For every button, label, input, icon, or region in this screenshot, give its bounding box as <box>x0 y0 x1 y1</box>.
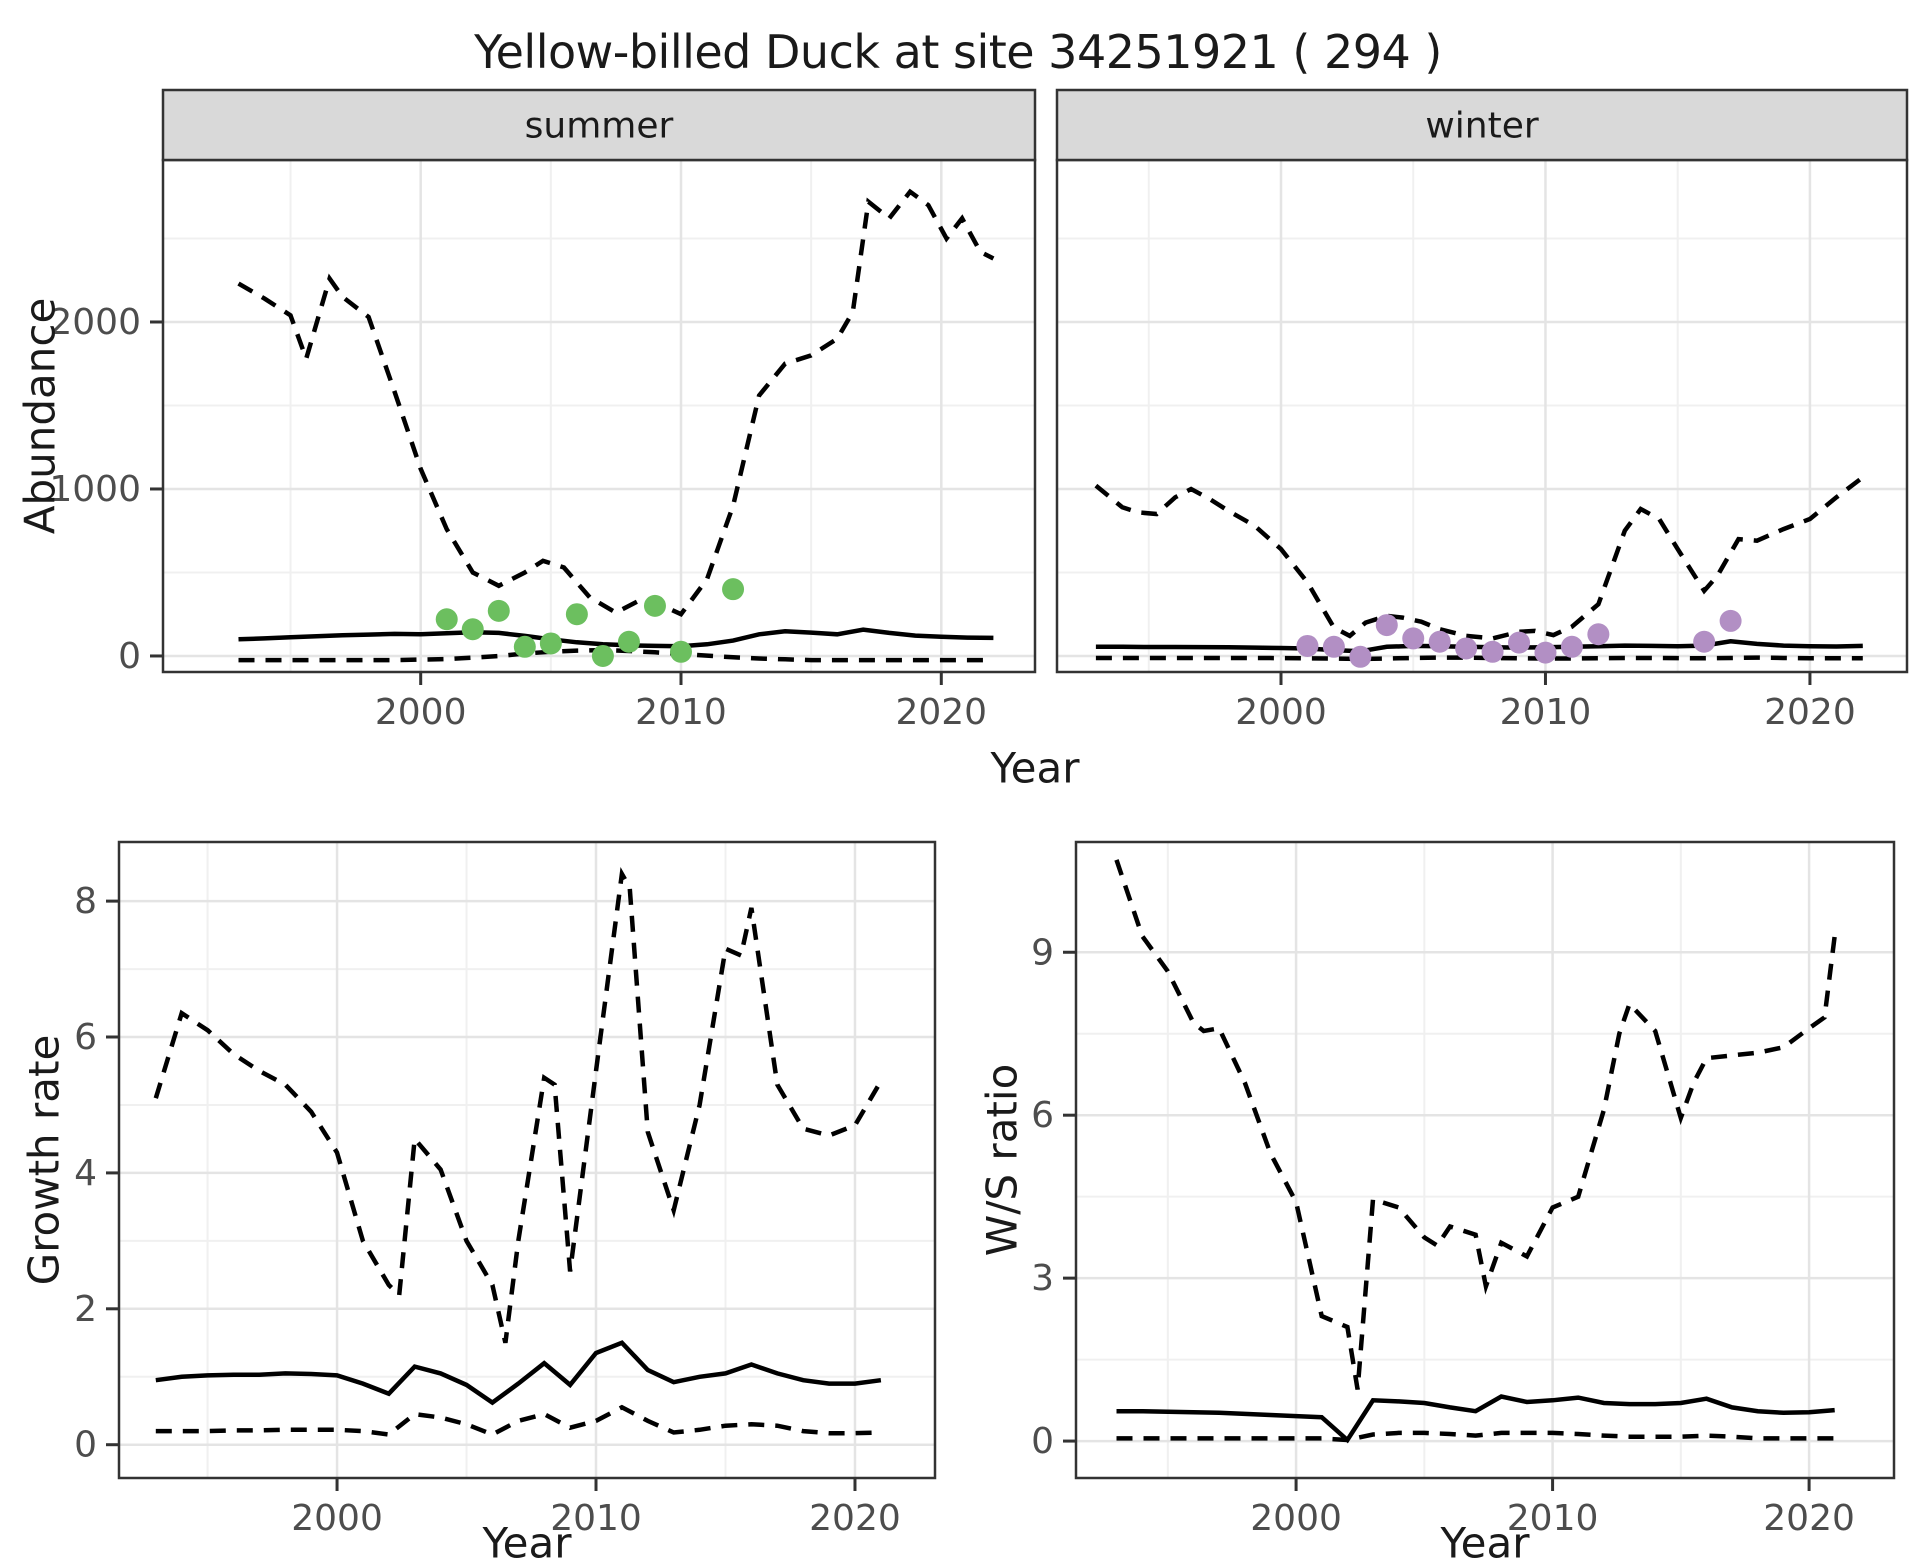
series-lower-ci <box>1116 1430 1835 1443</box>
data-point-observed-summer <box>513 635 536 658</box>
data-point-observed-summer <box>539 632 562 655</box>
panel-border <box>117 840 937 1480</box>
data-point-observed-winter <box>1322 635 1345 658</box>
series-lower-ci <box>1095 655 1863 662</box>
y-axis-tick-label: 3 <box>1031 1258 1054 1299</box>
y-axis-title-ws-ratio: W/S ratio <box>977 1063 1027 1257</box>
x-axis-tick-label: 2010 <box>1507 1498 1599 1539</box>
series-median <box>1116 1394 1835 1444</box>
series-lower-ci <box>155 1404 881 1437</box>
data-point-observed-summer <box>461 618 484 641</box>
data-point-observed-summer <box>643 594 666 617</box>
data-point-observed-winter <box>1455 637 1478 660</box>
y-axis-tick-label: 6 <box>74 1017 97 1058</box>
data-point-observed-winter <box>1719 609 1742 632</box>
data-point-observed-winter <box>1534 641 1557 664</box>
panel-background <box>163 160 1035 672</box>
series-median <box>238 627 994 649</box>
data-point-observed-summer <box>565 603 588 626</box>
series-lower-ci <box>238 647 994 663</box>
data-point-observed-winter <box>1349 645 1372 668</box>
x-axis-tick-label: 2020 <box>1764 692 1856 733</box>
data-point-observed-summer <box>669 640 692 663</box>
y-axis-tick-label: 0 <box>74 1425 97 1466</box>
data-point-observed-winter <box>1296 634 1319 657</box>
data-point-observed-winter <box>1402 627 1425 650</box>
series-upper-ci <box>1114 859 1837 1390</box>
x-axis-title-year-top: Year <box>990 743 1080 793</box>
y-axis-tick-label: 1000 <box>49 469 141 510</box>
y-axis-tick-label: 4 <box>74 1153 97 1194</box>
x-axis-tick-label: 2010 <box>635 692 727 733</box>
x-axis-tick-label: 2010 <box>550 1498 642 1539</box>
data-point-observed-summer <box>487 599 510 622</box>
y-axis-tick-label: 8 <box>74 881 97 922</box>
y-axis-title-growth-rate: Growth rate <box>19 1034 69 1286</box>
x-axis-tick-label: 2000 <box>375 692 467 733</box>
data-point-observed-summer <box>435 608 458 631</box>
panel-background <box>1076 842 1894 1478</box>
panel-background <box>119 842 935 1478</box>
y-axis-tick-label: 0 <box>118 636 141 677</box>
series-median <box>155 1340 882 1406</box>
data-point-observed-winter <box>1693 630 1716 653</box>
data-point-observed-winter <box>1481 640 1504 663</box>
facet-strip <box>161 88 1037 162</box>
x-axis-title-year-bottom-left: Year <box>482 1518 572 1560</box>
x-axis-tick-label: 2000 <box>1235 692 1327 733</box>
y-axis-title-abundance: Abundance <box>15 297 65 535</box>
x-axis-title-year-bottom-right: Year <box>1440 1518 1530 1560</box>
chart-title: Yellow-billed Duck at site 34251921 ( 29… <box>474 25 1442 79</box>
x-axis-tick-label: 2020 <box>895 692 987 733</box>
series-upper-ci <box>153 867 883 1344</box>
x-axis-tick-label: 2020 <box>809 1498 901 1539</box>
data-point-observed-winter <box>1508 631 1531 654</box>
facet-strip-label-winter: winter <box>1425 105 1539 147</box>
y-axis-tick-label: 0 <box>1031 1421 1054 1462</box>
y-axis-tick-label: 2 <box>74 1289 97 1330</box>
data-point-observed-summer <box>722 578 745 601</box>
facet-strip-label-summer: summer <box>524 105 674 147</box>
x-axis-tick-label: 2000 <box>291 1498 383 1539</box>
x-axis-tick-label: 2000 <box>1250 1498 1342 1539</box>
data-point-observed-summer <box>591 644 614 667</box>
data-point-observed-winter <box>1587 623 1610 646</box>
data-point-observed-summer <box>617 630 640 653</box>
data-point-observed-winter <box>1375 614 1398 637</box>
y-axis-tick-label: 9 <box>1031 932 1054 973</box>
data-point-observed-winter <box>1428 630 1451 653</box>
data-point-observed-winter <box>1560 635 1583 658</box>
x-axis-tick-label: 2010 <box>1500 692 1592 733</box>
series-upper-ci <box>237 188 995 618</box>
series-median <box>1095 639 1863 654</box>
y-axis-tick-label: 2000 <box>49 302 141 343</box>
y-axis-tick-label: 6 <box>1031 1095 1054 1136</box>
panel-border <box>1074 840 1896 1480</box>
panel-background <box>1057 160 1907 672</box>
facet-strip <box>1055 88 1909 162</box>
x-axis-tick-label: 2020 <box>1763 1498 1855 1539</box>
